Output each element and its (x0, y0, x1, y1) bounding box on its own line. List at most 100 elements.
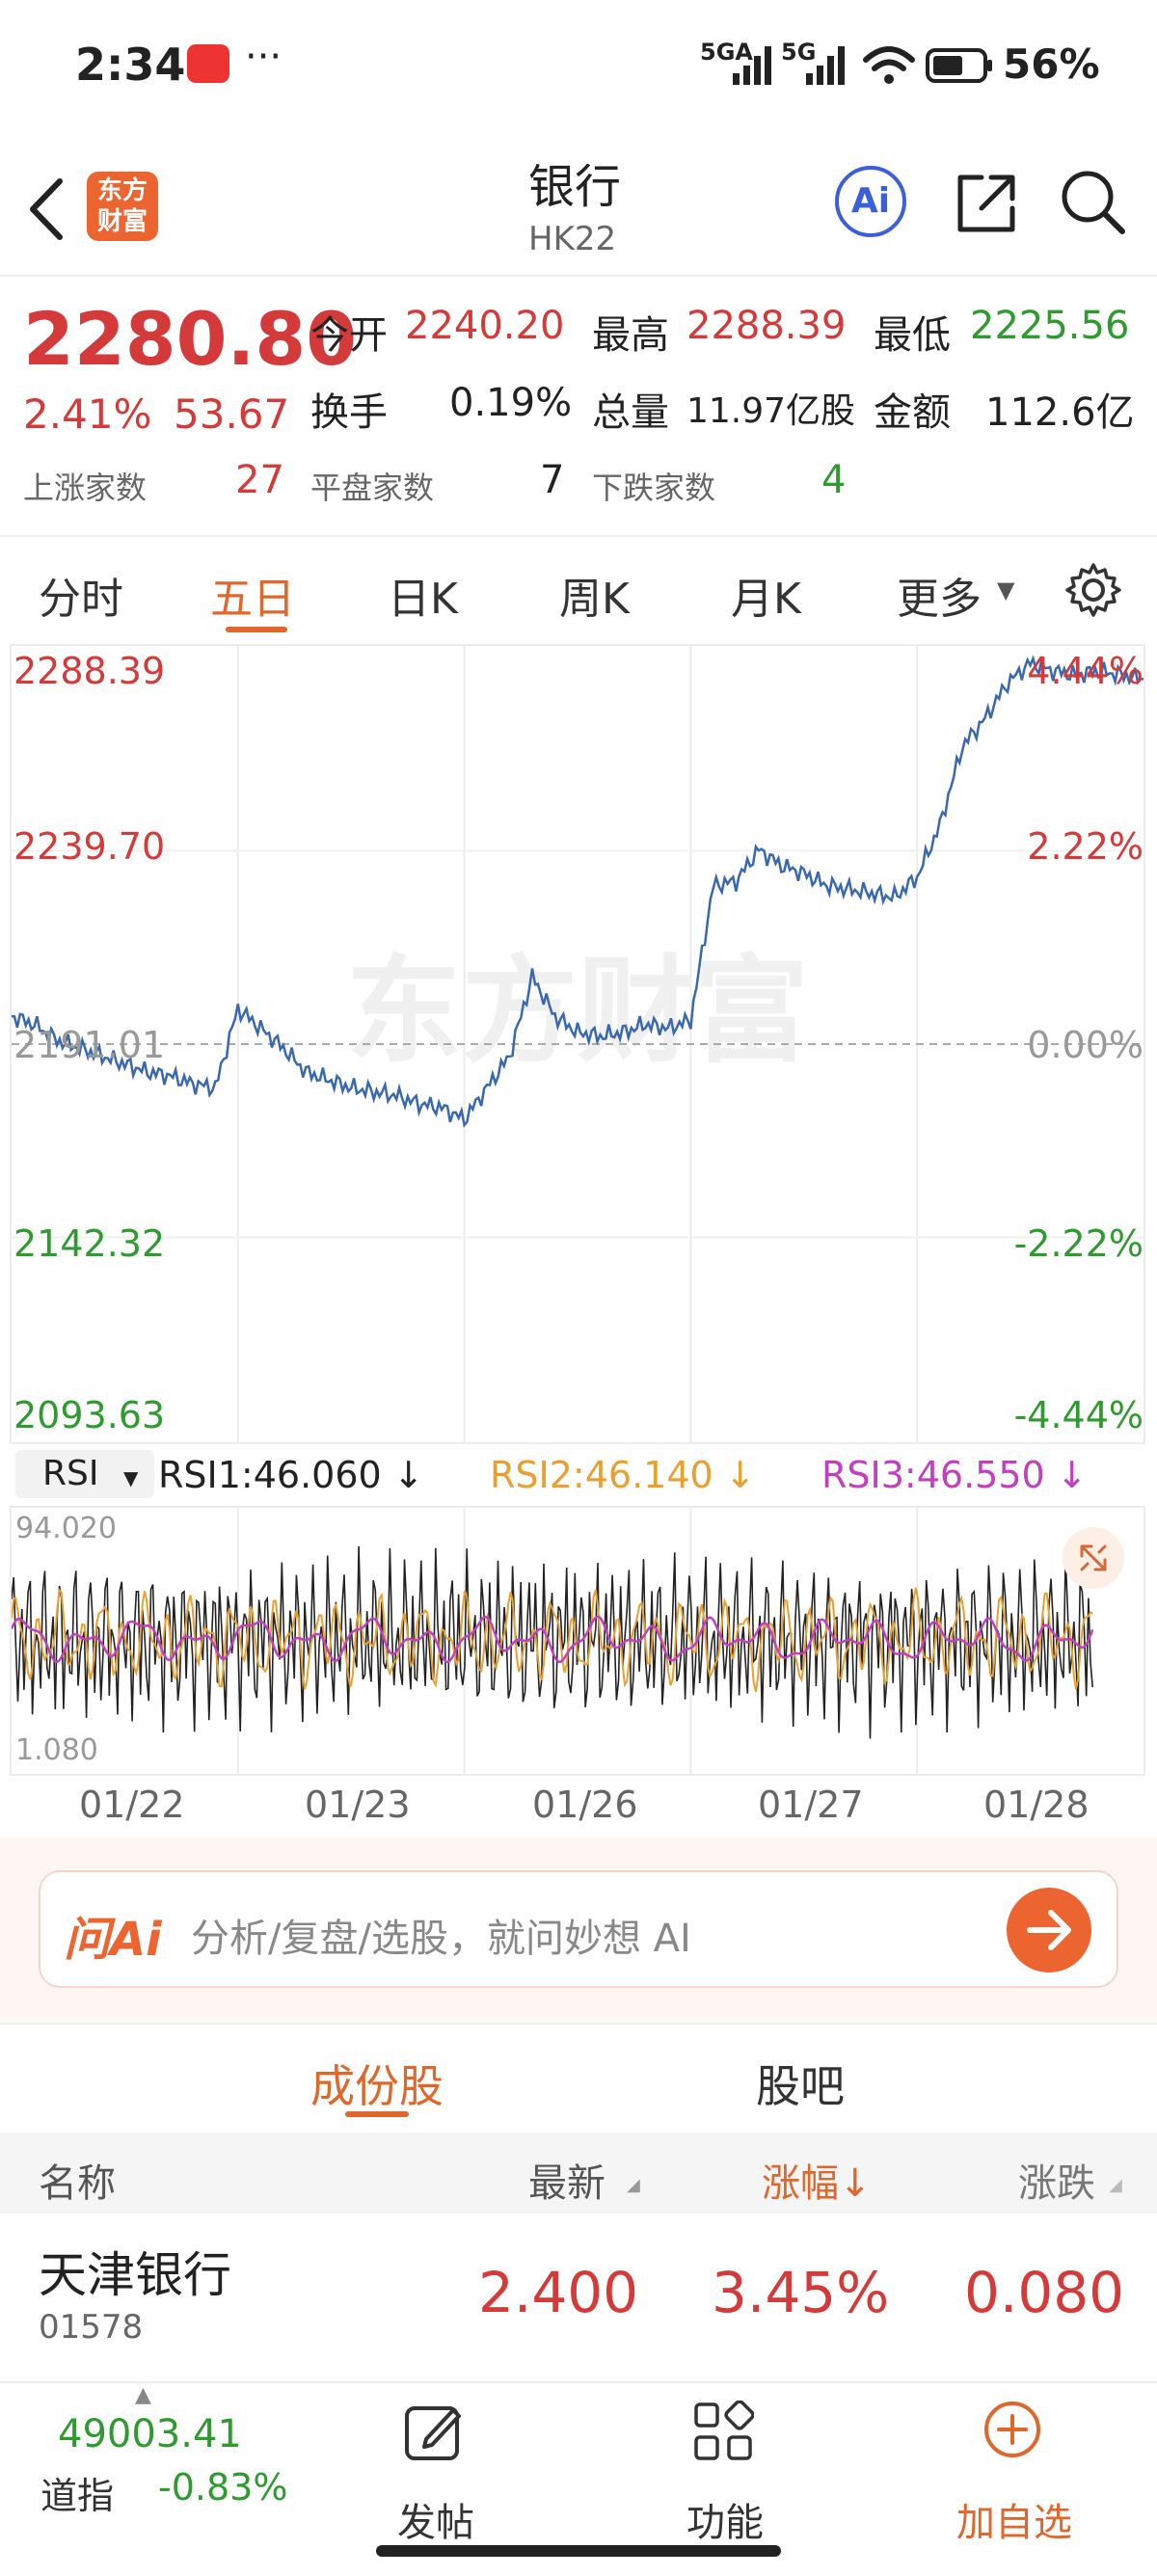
y-left-tick-1: 2239.70 (13, 825, 166, 868)
y-left-tick-3: 2142.32 (13, 1222, 166, 1265)
ai-button[interactable]: Ai (835, 166, 906, 237)
rsi2-series-line (12, 1587, 1093, 1693)
current-price: 2280.80 (23, 296, 358, 382)
home-indicator (376, 2545, 781, 2557)
stat-turnover-label: 换手 (310, 390, 388, 435)
rsi2-value: RSI2:46.140 ↓ (490, 1454, 756, 1496)
y-left-tick-2: 2191.01 (13, 1024, 166, 1066)
stock-latest: 2.400 (478, 2260, 639, 2325)
share-icon[interactable] (953, 170, 1020, 237)
section-tabs: 成份股 股吧 (0, 2023, 1157, 2134)
sort-caret-icon: ◢ (1109, 2175, 1122, 2195)
ai-search-bar[interactable]: 问Ai 分析/复盘/选股，就问妙想 AI (39, 1870, 1118, 1988)
battery-icon (926, 48, 992, 83)
more-caret-icon: ▼ (997, 577, 1015, 604)
settings-gear-icon[interactable] (1064, 561, 1122, 619)
y-right-tick-0: 4.44% (1027, 650, 1144, 692)
nav-functions-label: 功能 (686, 2501, 764, 2545)
price-chart[interactable]: 东方财富 2288.39 2239.70 2191.01 2142.32 209… (10, 644, 1145, 1444)
y-right-tick-4: -4.44% (1013, 1394, 1144, 1436)
col-latest[interactable]: 最新 (528, 2161, 605, 2206)
tab-five-day[interactable]: 五日 (210, 575, 295, 624)
y-right-tick-3: -2.22% (1013, 1222, 1144, 1265)
nav-add-watchlist-label: 加自选 (956, 2501, 1072, 2545)
stat-high-label: 最高 (592, 313, 669, 358)
rsi1-series-line (12, 1545, 1093, 1739)
breadth-down-value: 4 (821, 458, 847, 502)
stat-volume-value: 11.97亿股 (686, 391, 856, 431)
change-percent: 2.41% (23, 390, 152, 438)
ai-submit-button[interactable] (1007, 1888, 1091, 1972)
col-name[interactable]: 名称 (39, 2161, 116, 2206)
arrow-right-icon (1027, 1910, 1071, 1950)
signal-label-1: 5GA (700, 39, 753, 66)
x-day-2: 01/26 (532, 1784, 638, 1826)
y-right-tick-2: 0.00% (1027, 1024, 1144, 1066)
rsi-selector[interactable]: RSI ▼ (15, 1450, 154, 1498)
stock-name: 天津银行 (39, 2247, 231, 2303)
grid-apps-icon (694, 2401, 754, 2460)
rsi-chart[interactable]: 94.020 1.080 (10, 1506, 1145, 1776)
tab-weekly-k[interactable]: 周K (559, 575, 630, 624)
signal-label-2: 5G (781, 39, 817, 66)
ai-search-input[interactable]: 分析/复盘/选股，就问妙想 AI (191, 1917, 691, 1961)
x-day-1: 01/23 (305, 1784, 411, 1826)
breadth-down-label: 下跌家数 (592, 470, 716, 506)
tab-monthly-k[interactable]: 月K (731, 575, 801, 624)
breadth-up-label: 上涨家数 (23, 470, 148, 506)
tab-forum[interactable]: 股吧 (756, 2060, 845, 2112)
search-icon[interactable] (1059, 168, 1128, 239)
stat-amount-label: 金额 (874, 390, 951, 435)
tab-more[interactable]: 更多 (897, 575, 982, 624)
nav-post[interactable]: 发帖 (376, 2383, 492, 2566)
index-code: HK22 (528, 220, 617, 258)
price-series-line (12, 655, 1144, 1128)
nav-functions[interactable]: 功能 (665, 2383, 781, 2566)
rsi-chart-svg (12, 1508, 1094, 1774)
expand-chart-icon[interactable] (1063, 1527, 1124, 1589)
tab-daily-k[interactable]: 日K (388, 575, 458, 624)
status-time: 2:34 (75, 39, 186, 91)
nav-post-label: 发帖 (397, 2501, 474, 2545)
signal-icon-2 (806, 46, 845, 85)
caret-up-icon: ▲ (135, 2383, 151, 2407)
stat-volume-label: 总量 (592, 390, 669, 435)
col-change-pct[interactable]: 涨幅↓ (762, 2161, 872, 2206)
stat-turnover-value: 0.19% (449, 381, 573, 425)
back-arrow-icon[interactable] (25, 175, 67, 243)
tab-intraday[interactable]: 分时 (39, 575, 123, 624)
table-row[interactable]: 天津银行 01578 2.400 3.45% 0.080 (0, 2214, 1157, 2379)
stock-code: 01578 (39, 2308, 144, 2347)
quote-panel: 2280.80 2.41% 53.67 今开 2240.20 最高 2288.3… (0, 275, 1157, 537)
page-header: 东方 财富 银行 HK22 Ai (0, 135, 1157, 277)
stat-amount-value: 112.6亿 (985, 390, 1135, 435)
x-day-0: 01/22 (79, 1784, 185, 1826)
wifi-icon (863, 46, 915, 84)
ai-brand-label: 问Ai (64, 1913, 162, 1967)
stat-high-value: 2288.39 (686, 304, 847, 348)
sort-caret-icon: ◢ (627, 2175, 640, 2195)
y-left-tick-4: 2093.63 (13, 1394, 166, 1436)
index-ticker[interactable]: 49003.41 道指 -0.83% (0, 2383, 328, 2557)
nav-add-watchlist[interactable]: 加自选 (945, 2383, 1080, 2566)
stat-low-label: 最低 (874, 313, 951, 358)
y-left-tick-0: 2288.39 (13, 650, 166, 692)
rsi-y-min: 1.080 (15, 1733, 98, 1767)
breadth-flat-label: 平盘家数 (310, 470, 435, 506)
watermark-text: 东方财富 (346, 945, 809, 1079)
tab-constituents[interactable]: 成份股 (310, 2060, 444, 2112)
rsi-selector-label: RSI (42, 1454, 99, 1493)
video-app-icon (187, 44, 229, 83)
stat-open-label: 今开 (310, 313, 388, 358)
add-circle-icon (984, 2402, 1040, 2457)
logo-line2: 财富 (96, 207, 148, 236)
battery-percent: 56% (1003, 40, 1100, 88)
rsi3-value: RSI3:46.550 ↓ (821, 1454, 1088, 1496)
col-change[interactable]: 涨跌 (1018, 2161, 1095, 2206)
rsi3-series-line (12, 1615, 1094, 1664)
y-right-tick-1: 2.22% (1027, 825, 1144, 868)
more-dots-icon: ··· (245, 35, 283, 79)
rsi-dropdown-caret-icon: ▼ (122, 1466, 139, 1489)
page-title: 银行 (528, 160, 622, 214)
rsi1-value: RSI1:46.060 ↓ (158, 1454, 424, 1496)
